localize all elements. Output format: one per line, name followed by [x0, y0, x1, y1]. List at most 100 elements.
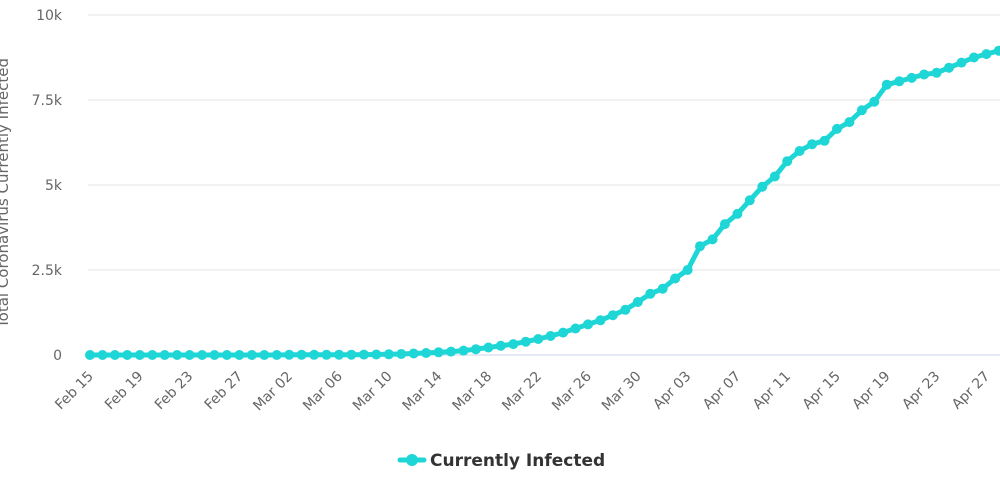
x-tick-label: Apr 03	[650, 369, 694, 413]
data-point[interactable]	[956, 57, 967, 68]
data-point[interactable]	[259, 350, 270, 360]
data-point[interactable]	[981, 49, 992, 60]
data-point[interactable]	[396, 349, 407, 359]
data-point[interactable]	[446, 346, 456, 357]
data-point[interactable]	[520, 336, 531, 347]
data-point[interactable]	[881, 79, 892, 90]
data-point[interactable]	[197, 350, 208, 360]
data-point[interactable]	[533, 334, 544, 344]
data-point[interactable]	[358, 349, 369, 360]
x-tick-label: Feb 27	[202, 369, 247, 414]
y-tick-label: 2.5k	[32, 263, 63, 279]
data-point[interactable]	[832, 123, 842, 134]
data-point[interactable]	[732, 208, 743, 219]
x-tick-label: Mar 18	[449, 369, 495, 415]
legend-dot-marker	[406, 454, 418, 466]
data-point[interactable]	[458, 345, 469, 356]
data-point[interactable]	[545, 331, 556, 341]
series-currently-infected	[85, 45, 1000, 360]
x-tick-label: Apr 07	[700, 369, 744, 413]
data-point[interactable]	[371, 349, 382, 360]
data-point[interactable]	[944, 62, 954, 73]
x-tick-label: Apr 27	[949, 369, 993, 413]
x-axis-ticks: Feb 15 Feb 19 Feb 23 Feb 27 Mar 02 Mar 06 Mar …	[52, 368, 993, 414]
data-point[interactable]	[221, 350, 232, 360]
data-point[interactable]	[782, 156, 793, 167]
legend[interactable]: Currently Infected	[397, 451, 605, 471]
data-point[interactable]	[632, 297, 643, 307]
data-point[interactable]	[134, 350, 145, 360]
data-point[interactable]	[470, 344, 481, 355]
data-point[interactable]	[433, 347, 444, 358]
data-point[interactable]	[122, 350, 133, 360]
data-point[interactable]	[246, 350, 257, 360]
data-point[interactable]	[583, 319, 593, 330]
data-point[interactable]	[670, 273, 681, 284]
x-tick-label: Feb 15	[52, 369, 97, 414]
data-point[interactable]	[769, 171, 780, 182]
x-tick-label: Apr 15	[800, 369, 844, 413]
data-point[interactable]	[570, 323, 581, 334]
data-point[interactable]	[558, 327, 569, 338]
x-tick-label: Mar 30	[599, 369, 645, 415]
data-point[interactable]	[719, 219, 730, 230]
data-point[interactable]	[383, 349, 394, 360]
data-point[interactable]	[807, 139, 818, 150]
data-point[interactable]	[906, 72, 917, 83]
data-point[interactable]	[607, 310, 618, 321]
x-tick-label: Apr 19	[849, 369, 893, 413]
data-point[interactable]	[844, 117, 855, 128]
data-point[interactable]	[657, 283, 668, 294]
x-tick-label: Mar 10	[350, 369, 396, 415]
data-point[interactable]	[483, 342, 494, 353]
data-point[interactable]	[856, 105, 867, 116]
data-point[interactable]	[894, 76, 905, 87]
data-point[interactable]	[869, 96, 880, 107]
data-point[interactable]	[346, 349, 357, 360]
data-point[interactable]	[184, 350, 195, 360]
data-point[interactable]	[271, 350, 282, 360]
data-point[interactable]	[757, 181, 768, 192]
data-point[interactable]	[109, 350, 120, 360]
data-point[interactable]	[97, 350, 108, 360]
data-point[interactable]	[209, 350, 220, 360]
data-point[interactable]	[707, 234, 718, 245]
x-tick-label: Apr 11	[750, 369, 794, 413]
data-point[interactable]	[284, 349, 295, 360]
data-point[interactable]	[595, 315, 606, 326]
x-tick-label: Feb 19	[102, 369, 147, 414]
data-point[interactable]	[931, 67, 942, 78]
y-tick-label: 7.5k	[32, 93, 63, 109]
data-point[interactable]	[919, 69, 930, 80]
data-point[interactable]	[408, 348, 419, 359]
y-tick-label: 10k	[36, 8, 63, 24]
data-point[interactable]	[794, 146, 805, 156]
data-point[interactable]	[85, 350, 95, 360]
data-point[interactable]	[819, 135, 830, 146]
data-point[interactable]	[296, 349, 307, 360]
y-tick-label: 0	[53, 348, 62, 364]
data-point[interactable]	[620, 304, 631, 315]
data-point[interactable]	[334, 349, 344, 360]
data-point[interactable]	[159, 350, 170, 360]
data-point[interactable]	[695, 241, 705, 252]
data-point[interactable]	[744, 195, 755, 206]
data-point[interactable]	[993, 45, 1000, 56]
data-point[interactable]	[234, 350, 245, 360]
x-tick-label: Feb 23	[152, 369, 197, 414]
data-point[interactable]	[147, 350, 158, 360]
data-point[interactable]	[421, 348, 432, 358]
data-point[interactable]	[321, 349, 332, 360]
x-tick-label: Mar 14	[400, 368, 446, 414]
data-point[interactable]	[682, 265, 693, 275]
data-point[interactable]	[645, 288, 656, 299]
data-point[interactable]	[508, 339, 519, 350]
data-point[interactable]	[172, 350, 183, 360]
legend-label[interactable]: Currently Infected	[430, 451, 605, 471]
series-line	[87, 48, 1000, 358]
data-point[interactable]	[309, 349, 320, 360]
x-tick-label: Apr 23	[899, 369, 943, 413]
data-point[interactable]	[495, 340, 506, 351]
data-point[interactable]	[968, 52, 979, 63]
